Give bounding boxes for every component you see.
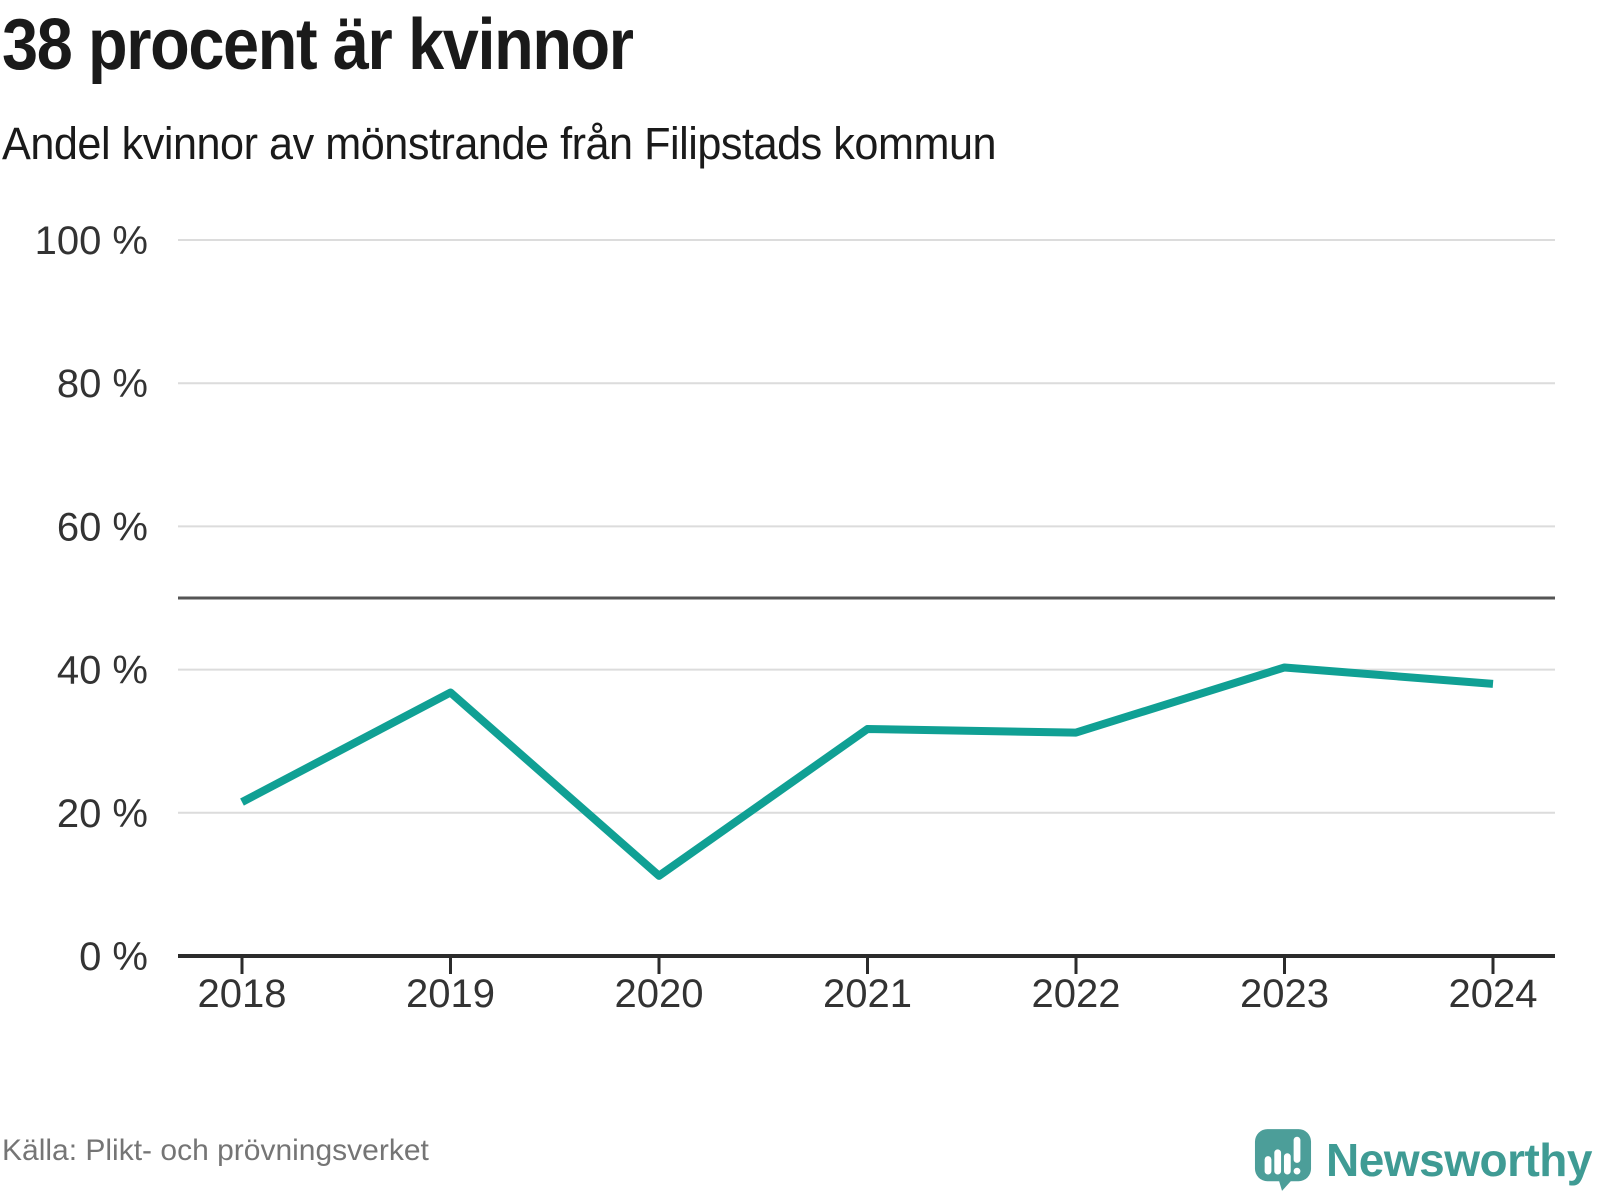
newsworthy-logo: Newsworthy <box>1254 1128 1592 1192</box>
x-tick-label: 2024 <box>1449 972 1538 1016</box>
chart-subtitle: Andel kvinnor av mönstrande från Filipst… <box>2 118 997 169</box>
x-tick-label: 2018 <box>198 972 287 1016</box>
logo-bar-3 <box>1284 1153 1291 1175</box>
y-tick-label: 40 % <box>57 649 148 693</box>
y-tick-label: 80 % <box>57 362 148 406</box>
newsworthy-logo-text: Newsworthy <box>1326 1134 1592 1186</box>
logo-bar-2 <box>1274 1149 1282 1175</box>
x-tick-label: 2022 <box>1032 972 1121 1016</box>
x-tick-label: 2019 <box>406 972 495 1016</box>
x-tick-label: 2023 <box>1240 972 1329 1016</box>
x-tick-label: 2021 <box>823 972 912 1016</box>
logo-exclamation-dot <box>1293 1167 1301 1175</box>
data-line-andel-kvinnor <box>240 663 1494 880</box>
logo-exclamation-bar <box>1293 1136 1301 1163</box>
x-tick-label: 2020 <box>615 972 704 1016</box>
y-tick-label: 0 % <box>79 935 148 979</box>
chart-title: 38 procent är kvinnor <box>2 5 634 85</box>
logo-bar-1 <box>1264 1156 1272 1175</box>
y-tick-label: 60 % <box>57 505 148 549</box>
newsworthy-logo-icon <box>1255 1129 1312 1191</box>
y-tick-label: 20 % <box>57 792 148 836</box>
source-attribution: Källa: Plikt- och prövningsverket <box>2 1134 429 1167</box>
logo-bubble-shape <box>1255 1129 1312 1191</box>
y-tick-label: 100 % <box>35 219 148 263</box>
